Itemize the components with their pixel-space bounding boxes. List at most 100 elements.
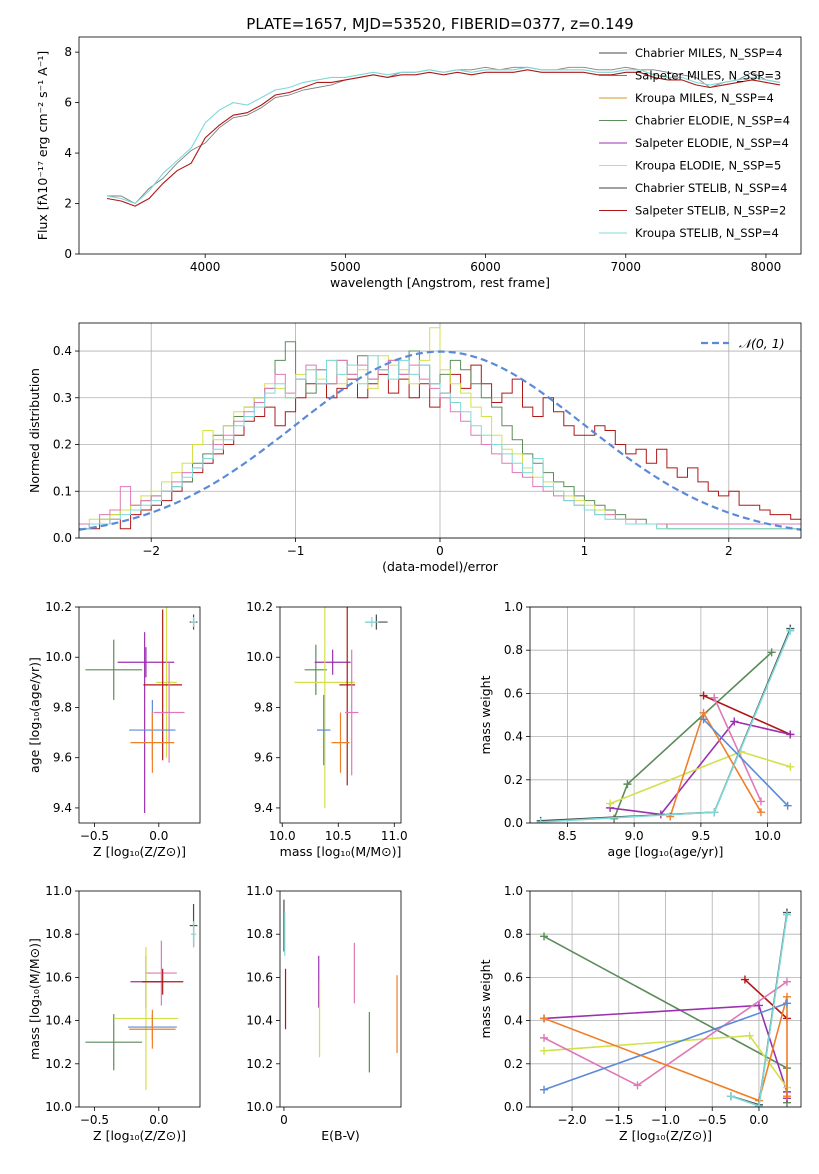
y-axis-label: Normed distribution [27,368,42,493]
y-tick-label: 10.0 [45,650,72,664]
weight-marker [767,648,776,657]
axes-frame [78,606,201,824]
errorbar-point [117,647,175,678]
legend-entry: Chabrier ELODIE, N_SSP=4 [635,114,790,128]
axes-frame [529,606,802,824]
y-tick-label: 0 [64,247,72,261]
y-tick-label: 10.0 [246,650,273,664]
plot-area [85,903,198,1090]
weight-marker [756,797,765,806]
y-tick-label: 10.0 [246,1100,273,1114]
errorbar-point [153,662,185,763]
histogram-series [79,355,801,530]
weight-marker [540,1014,549,1023]
y-tick-label: 1.0 [504,884,523,898]
axes-frame [279,890,402,1108]
x-tick-label: 9.0 [625,829,644,843]
legend-entry: 𝒩(0, 1) [739,336,785,351]
legend: 𝒩(0, 1) [701,336,785,351]
x-tick-label: 10.5 [325,829,352,843]
errorbar-point [316,694,331,766]
y-tick-label: 11.0 [45,884,72,898]
y-axis-label: Flux [fλ10⁻¹⁷ erg cm⁻² s⁻¹ A⁻¹] [35,51,50,240]
y-tick-label: 0.2 [53,438,72,452]
y-axis-label: age [log₁₀(age/yr)] [27,657,42,773]
y-tick-label: 10.4 [45,1014,72,1028]
x-tick-label: 11.0 [381,829,408,843]
x-tick-label: −0.5 [80,1113,109,1127]
x-tick-label: −1 [287,544,305,558]
weight-line [613,651,773,819]
plot-area [85,607,198,813]
axes-frame [78,36,802,255]
errorbar-point [344,649,359,776]
legend-entry: Salpeter STELIB, N_SSP=2 [635,204,786,218]
y-tick-label: 0.4 [504,1014,523,1028]
y-axis-label: mass weight [478,675,493,754]
y-tick-label: 0.2 [504,773,523,787]
errorbar-point [190,921,197,948]
figure-title: PLATE=1657, MJD=53520, FIBERID=0377, z=0… [246,15,633,33]
gaussian-curve [79,350,801,531]
errorbar-point [85,639,143,700]
legend: Chabrier MILES, N_SSP=4 Salpeter MILES, N… [599,46,790,240]
y-tick-label: 9.8 [53,700,72,714]
x-tick-label: 9.5 [691,829,710,843]
legend-entry: Kroupa ELODIE, N_SSP=5 [635,159,781,173]
y-tick-label: 0.8 [504,643,523,657]
errorbar-point [331,712,350,773]
axes-frame [78,322,802,539]
weight-line [543,996,788,1102]
y-tick-label: 10.2 [45,600,72,614]
legend-entry: Salpeter MILES, N_SSP=3 [635,69,781,83]
weight-marker [536,817,545,823]
x-axis-label: wavelength [Angstrom, rest frame] [330,275,550,290]
x-tick-label: −2 [142,544,160,558]
weight-marker [730,717,739,726]
y-tick-label: 0.8 [504,927,523,941]
legend-entry: Chabrier MILES, N_SSP=4 [635,46,782,60]
weight-marker [726,1092,735,1101]
weight-line [744,979,788,1019]
errorbar-point [145,940,177,1006]
weight-marker [740,975,749,984]
weight-marker [710,693,719,702]
weight-line [540,628,792,822]
y-tick-label: 10.8 [246,927,273,941]
weight-marker [606,799,615,808]
y-tick-label: 10.0 [45,1100,72,1114]
x-tick-label: 6000 [470,260,501,274]
errorbar-point [304,644,328,695]
x-tick-label: 0 [436,544,444,558]
weight-marker [782,999,791,1008]
errorbar-point [113,947,179,1090]
errorbar-point [156,607,177,758]
y-tick-label: 8 [64,45,72,59]
y-tick-label: 9.6 [254,751,273,765]
weight-line [703,694,791,736]
x-axis-label: mass [log₁₀(M/M⊙)] [280,844,402,859]
panel-weight-vs-age: 8.5 9.0 9.5 10.0 0.0 0.2 0.4 0.6 0.8 1.0 age [log₁… [478,600,802,859]
weight-line [713,697,762,802]
x-tick-label: 0.0 [149,829,168,843]
x-tick-label: 0.0 [149,1113,168,1127]
y-tick-label: 10.6 [45,970,72,984]
weight-marker [786,762,795,771]
x-axis-label: (data-model)/error [382,559,499,574]
legend-entry: Kroupa STELIB, N_SSP=4 [635,226,779,240]
y-tick-label: 2 [64,197,72,211]
panel-age-vs-Z: −0.5 0.0 9.4 9.6 9.8 10.0 10.2 Z [log₁₀(Z/Z⊙)] a… [27,600,201,859]
y-tick-label: 0.0 [504,1100,523,1114]
panel-mass-vs-Z: −0.5 0.0 10.0 10.2 10.4 10.6 10.8 11.0 Z [log₁₀(… [27,884,201,1143]
weight-marker [699,691,708,700]
x-tick-label: −0.5 [80,829,109,843]
x-axis-label: Z [log₁₀(Z/Z⊙)] [619,1128,712,1143]
errorbar-point [130,712,175,773]
weight-marker [786,626,795,635]
y-tick-label: 9.8 [254,700,273,714]
plot-area [79,327,801,531]
x-axis-label: age [log₁₀(age/yr)] [608,844,724,859]
errorbar-point [190,617,197,628]
histogram-series [79,364,801,530]
